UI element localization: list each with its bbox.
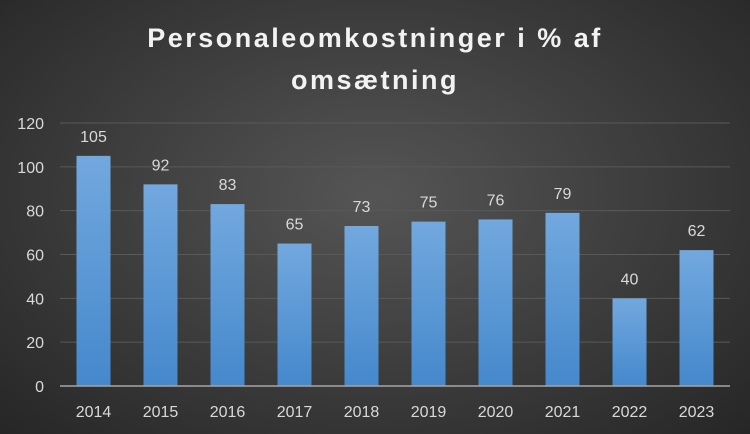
y-tick-label: 60 bbox=[26, 248, 44, 265]
y-tick-label: 20 bbox=[26, 335, 44, 352]
y-tick-label: 100 bbox=[17, 160, 44, 177]
bar-2014 bbox=[76, 155, 111, 386]
x-tick-label: 2016 bbox=[210, 404, 246, 421]
bar-2020 bbox=[478, 219, 513, 386]
data-label: 75 bbox=[420, 195, 438, 212]
x-tick-label: 2018 bbox=[344, 404, 380, 421]
chart-title: Personaleomkostninger i % af bbox=[147, 23, 603, 53]
data-label: 79 bbox=[554, 186, 572, 203]
y-tick-label: 40 bbox=[26, 291, 44, 308]
y-tick-label: 120 bbox=[17, 116, 44, 133]
x-tick-label: 2022 bbox=[612, 404, 648, 421]
x-tick-label: 2017 bbox=[277, 404, 313, 421]
data-label: 83 bbox=[219, 177, 237, 194]
x-tick-label: 2015 bbox=[143, 404, 179, 421]
bar-2018 bbox=[344, 226, 379, 386]
bar-2022 bbox=[612, 298, 647, 386]
data-label: 62 bbox=[688, 223, 706, 240]
bar-2017 bbox=[277, 243, 312, 386]
x-tick-label: 2014 bbox=[76, 404, 112, 421]
bar-2021 bbox=[545, 212, 580, 386]
data-label: 105 bbox=[80, 129, 107, 146]
bar-2019 bbox=[411, 221, 446, 386]
data-label: 65 bbox=[286, 217, 304, 234]
y-tick-label: 0 bbox=[35, 379, 44, 396]
data-label: 73 bbox=[353, 199, 371, 216]
x-tick-label: 2019 bbox=[411, 404, 447, 421]
data-label: 40 bbox=[621, 271, 639, 288]
y-tick-label: 80 bbox=[26, 204, 44, 221]
bar-2023 bbox=[679, 250, 714, 386]
x-tick-label: 2021 bbox=[545, 404, 581, 421]
x-tick-label: 2020 bbox=[478, 404, 514, 421]
bar-2016 bbox=[210, 204, 245, 386]
bar-2015 bbox=[143, 184, 178, 386]
data-label: 76 bbox=[487, 192, 505, 209]
data-label: 92 bbox=[152, 157, 170, 174]
chart-title-line-2: omsætning bbox=[291, 65, 459, 95]
x-tick-label: 2023 bbox=[679, 404, 715, 421]
